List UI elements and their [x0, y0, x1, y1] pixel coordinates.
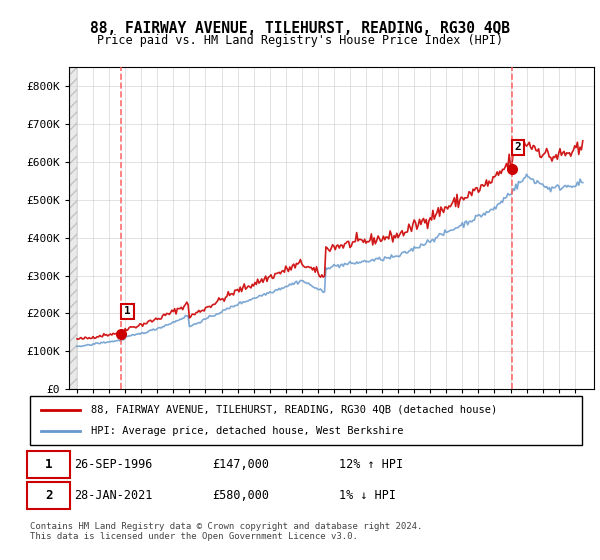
Text: 26-SEP-1996: 26-SEP-1996 — [74, 458, 152, 472]
Text: 2: 2 — [515, 142, 521, 152]
Text: 28-JAN-2021: 28-JAN-2021 — [74, 489, 152, 502]
Text: Contains HM Land Registry data © Crown copyright and database right 2024.
This d: Contains HM Land Registry data © Crown c… — [30, 522, 422, 542]
Bar — [69, 67, 77, 389]
FancyBboxPatch shape — [27, 451, 70, 478]
Text: 2: 2 — [45, 489, 53, 502]
Text: Price paid vs. HM Land Registry's House Price Index (HPI): Price paid vs. HM Land Registry's House … — [97, 34, 503, 46]
FancyBboxPatch shape — [27, 482, 70, 509]
Text: £147,000: £147,000 — [212, 458, 269, 472]
FancyBboxPatch shape — [30, 396, 582, 445]
Text: HPI: Average price, detached house, West Berkshire: HPI: Average price, detached house, West… — [91, 426, 403, 436]
Text: 1% ↓ HPI: 1% ↓ HPI — [339, 489, 396, 502]
Text: £580,000: £580,000 — [212, 489, 269, 502]
Text: 1: 1 — [45, 458, 53, 472]
Text: 88, FAIRWAY AVENUE, TILEHURST, READING, RG30 4QB (detached house): 88, FAIRWAY AVENUE, TILEHURST, READING, … — [91, 405, 497, 415]
Text: 1: 1 — [124, 306, 131, 316]
Text: 12% ↑ HPI: 12% ↑ HPI — [339, 458, 403, 472]
Text: 88, FAIRWAY AVENUE, TILEHURST, READING, RG30 4QB: 88, FAIRWAY AVENUE, TILEHURST, READING, … — [90, 21, 510, 36]
